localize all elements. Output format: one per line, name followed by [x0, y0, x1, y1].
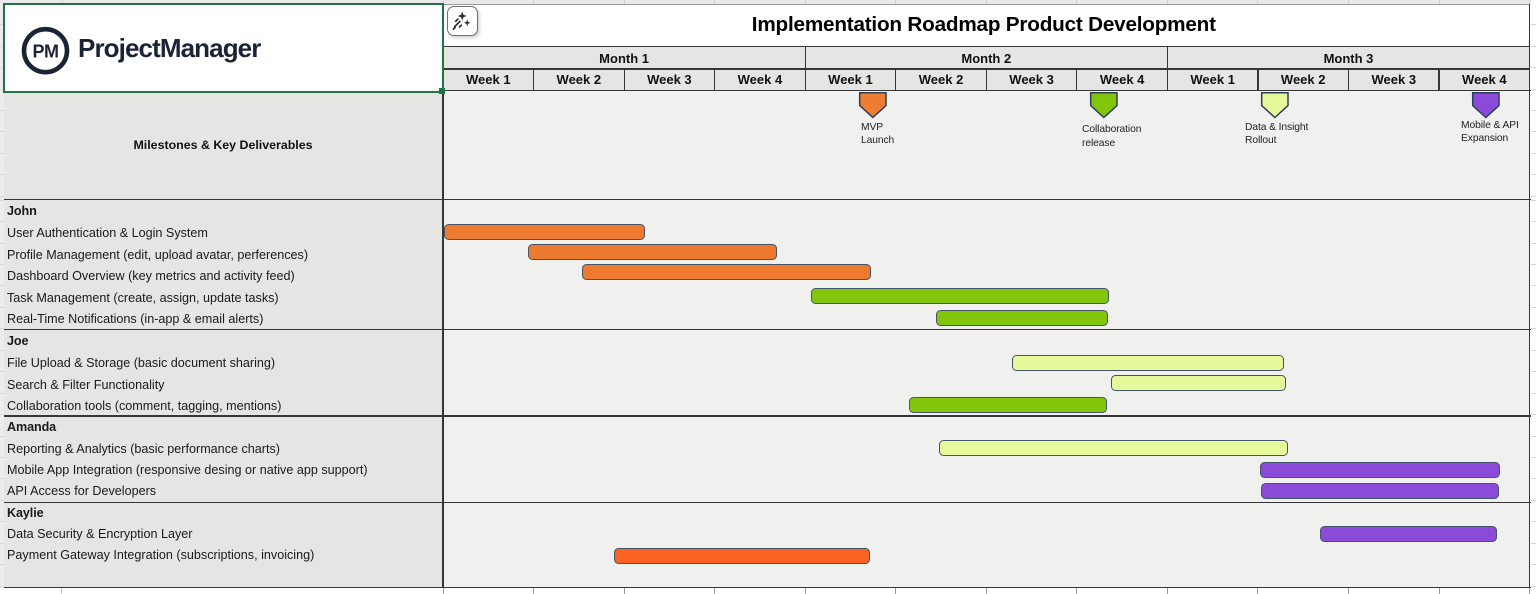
svg-text:PM: PM: [33, 41, 59, 61]
